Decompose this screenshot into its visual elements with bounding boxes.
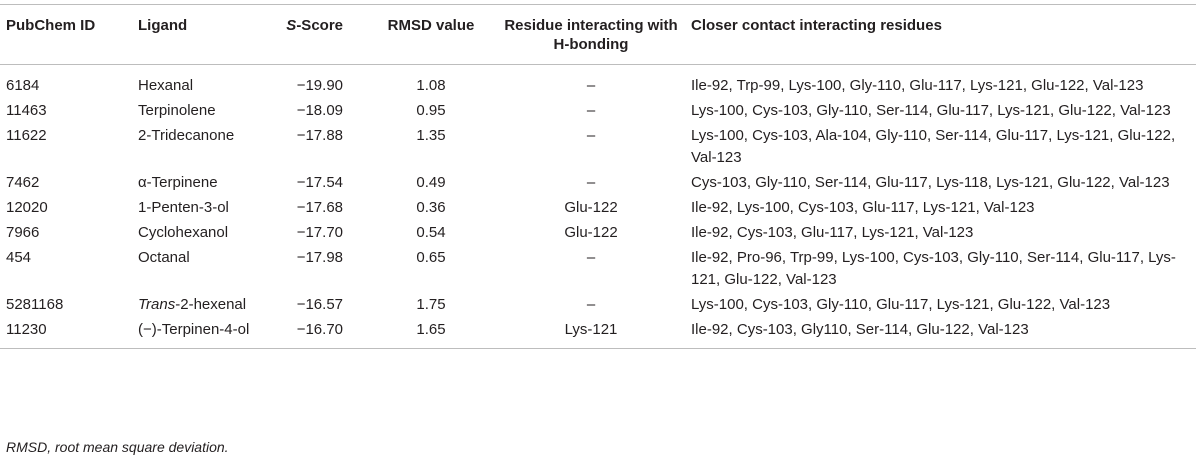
header-pubchem-id: PubChem ID <box>0 4 130 65</box>
cell-s-score: −17.88 <box>296 127 343 144</box>
header-rmsd: RMSD value <box>365 4 497 65</box>
cell-pubchem-id: 12020 <box>6 199 48 216</box>
cell-pubchem-id: 6184 <box>6 77 40 94</box>
cell-rmsd: 0.95 <box>416 102 446 119</box>
cell-ligand: Octanal <box>138 249 190 266</box>
table-row: 6184 Hexanal −19.90 1.08 – Ile-92, Trp-99, Ly… <box>0 65 1196 101</box>
cell-hbond: Glu-122 <box>564 199 618 216</box>
table-bottom-rule <box>0 348 1196 349</box>
cell-contacts: Ile-92, Cys-103, Gly110, Ser-114, Glu-12… <box>691 321 1029 338</box>
table-row: 7966 Cyclohexanol −17.70 0.54 Glu-122 Ile-92,… <box>0 222 1196 247</box>
cell-s-score: −17.98 <box>296 249 343 266</box>
header-row: PubChem ID Ligand S-Score RMSD value Res… <box>0 4 1196 65</box>
cell-hbond: – <box>586 249 596 266</box>
cell-rmsd: 1.65 <box>416 321 446 338</box>
cell-rmsd: 0.49 <box>416 174 446 191</box>
cell-contacts: Ile-92, Trp-99, Lys-100, Gly-110, Glu-11… <box>691 77 1144 94</box>
cell-ligand: Hexanal <box>138 77 194 94</box>
cell-contacts: Lys-100, Cys-103, Gly-110, Glu-117, Lys-… <box>691 296 1111 313</box>
cell-pubchem-id: 7966 <box>6 224 40 241</box>
cell-rmsd: 0.36 <box>416 199 446 216</box>
cell-ligand: 1-Penten-3-ol <box>138 199 229 216</box>
cell-s-score: −16.57 <box>296 296 343 313</box>
table-row: 11622 2-Tridecanone −17.88 1.35 – Lys-100, Cy… <box>0 125 1196 172</box>
cell-ligand: Cyclohexanol <box>138 224 229 241</box>
table-footnote: RMSD, root mean square deviation. <box>6 439 229 455</box>
results-table-container: PubChem ID Ligand S-Score RMSD value Res… <box>0 4 1200 349</box>
header-contacts: Closer contact interacting residues <box>685 4 1196 65</box>
cell-hbond: Lys-121 <box>564 321 618 338</box>
header-ligand: Ligand <box>130 4 269 65</box>
cell-hbond: – <box>586 296 596 313</box>
cell-rmsd: 1.35 <box>416 127 446 144</box>
cell-contacts: Lys-100, Cys-103, Ala-104, Gly-110, Ser-… <box>691 127 1176 166</box>
cell-pubchem-id: 11463 <box>6 102 47 119</box>
cell-contacts: Ile-92, Pro-96, Trp-99, Lys-100, Cys-103… <box>691 249 1176 288</box>
cell-pubchem-id: 11230 <box>6 321 47 338</box>
header-s-score-rest: -Score <box>296 17 343 34</box>
cell-s-score: −17.68 <box>296 199 343 216</box>
cell-pubchem-id: 5281168 <box>6 296 64 313</box>
table-row: 7462 α-Terpinene −17.54 0.49 – Cys-103, Gly-1… <box>0 172 1196 197</box>
header-s-score-italic: S <box>286 17 297 34</box>
cell-rmsd: 1.08 <box>416 77 446 94</box>
table-row: 11463 Terpinolene −18.09 0.95 – Lys-100, Cys-… <box>0 100 1196 125</box>
header-hbond: Residue interacting with H-bonding <box>497 4 685 65</box>
header-s-score: S-Score <box>269 4 365 65</box>
cell-s-score: −18.09 <box>296 102 343 119</box>
cell-pubchem-id: 7462 <box>6 174 40 191</box>
cell-s-score: −17.70 <box>296 224 343 241</box>
cell-contacts: Ile-92, Cys-103, Glu-117, Lys-121, Val-1… <box>691 224 974 241</box>
cell-hbond: – <box>586 127 596 144</box>
cell-pubchem-id: 11622 <box>6 127 47 144</box>
table-row: 454 Octanal −17.98 0.65 – Ile-92, Pro-96, Trp… <box>0 247 1196 294</box>
cell-contacts: Ile-92, Lys-100, Cys-103, Glu-117, Lys-1… <box>691 199 1035 216</box>
cell-ligand-rest: -2-hexenal <box>175 296 247 313</box>
cell-rmsd: 0.54 <box>416 224 446 241</box>
cell-ligand-italic: Trans <box>138 296 176 313</box>
cell-ligand: Trans-2-hexenal <box>130 294 269 319</box>
table-row: 5281168 Trans-2-hexenal −16.57 1.75 – Lys-100… <box>0 294 1196 319</box>
table-body: 6184 Hexanal −19.90 1.08 – Ile-92, Trp-99, Ly… <box>0 65 1196 349</box>
cell-pubchem-id: 454 <box>6 249 32 266</box>
table-header: PubChem ID Ligand S-Score RMSD value Res… <box>0 4 1196 65</box>
cell-rmsd: 1.75 <box>416 296 446 313</box>
cell-s-score: −17.54 <box>296 174 343 191</box>
table-row: 11230 (−)-Terpinen-4-ol −16.70 1.65 Lys-121 I… <box>0 319 1196 348</box>
cell-hbond: Glu-122 <box>564 224 618 241</box>
cell-s-score: −19.90 <box>296 77 343 94</box>
cell-hbond: – <box>586 77 596 94</box>
cell-s-score: −16.70 <box>296 321 343 338</box>
cell-contacts: Cys-103, Gly-110, Ser-114, Glu-117, Lys-… <box>691 174 1170 191</box>
cell-ligand: α-Terpinene <box>138 174 218 191</box>
cell-ligand: 2-Tridecanone <box>138 127 235 144</box>
table-row: 12020 1-Penten-3-ol −17.68 0.36 Glu-122 Ile-9… <box>0 197 1196 222</box>
cell-rmsd: 0.65 <box>416 249 446 266</box>
cell-ligand: (−)-Terpinen-4-ol <box>138 321 250 338</box>
cell-ligand: Terpinolene <box>138 102 216 119</box>
docking-results-table: PubChem ID Ligand S-Score RMSD value Res… <box>0 4 1196 348</box>
cell-hbond: – <box>586 174 596 191</box>
cell-hbond: – <box>586 102 596 119</box>
cell-contacts: Lys-100, Cys-103, Gly-110, Ser-114, Glu-… <box>691 102 1171 119</box>
